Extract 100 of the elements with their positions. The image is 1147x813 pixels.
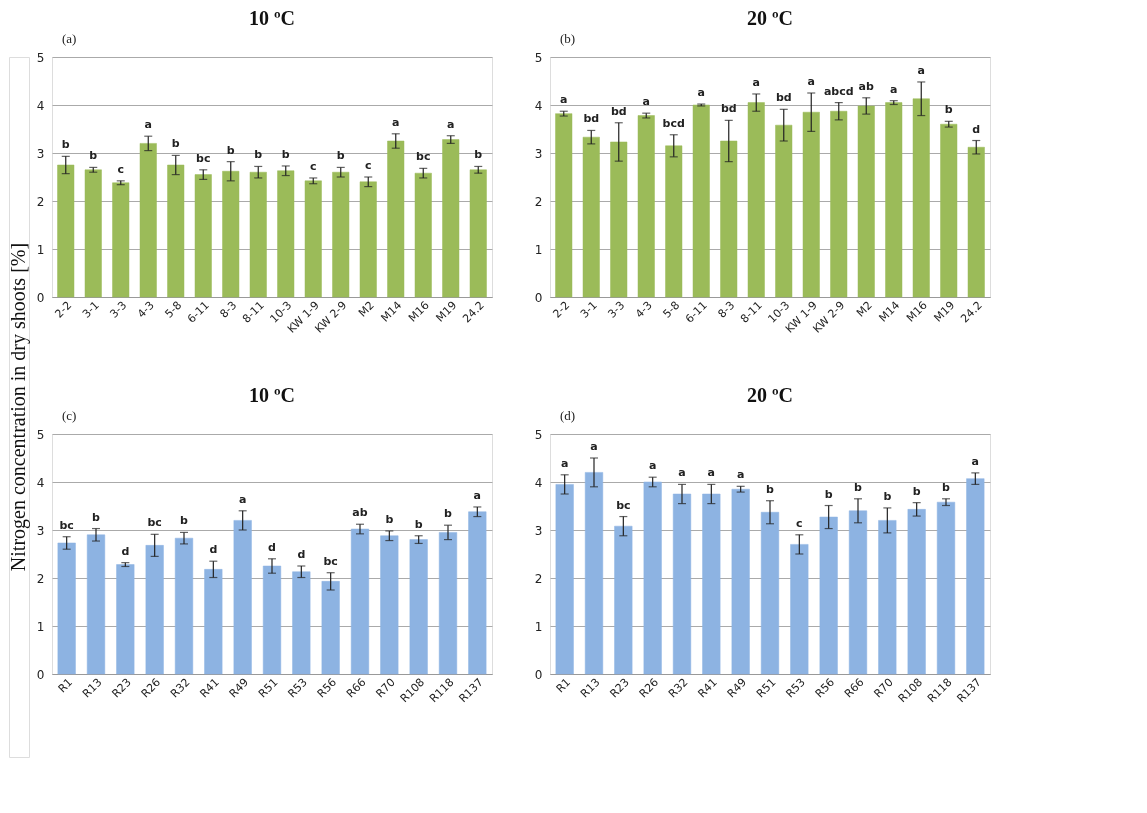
bar: [614, 525, 633, 675]
annotation: b: [385, 512, 394, 526]
annotation: c: [117, 162, 125, 176]
y-tick-label: 5: [36, 427, 45, 442]
annotation: b: [942, 480, 951, 494]
bar: [332, 171, 350, 298]
annotation: a: [392, 115, 400, 129]
bar: [878, 520, 897, 675]
y-tick-label: 3: [534, 146, 543, 161]
annotation: c: [309, 159, 317, 173]
x-tick-label: 3-3: [107, 298, 130, 321]
annotation: ab: [858, 79, 875, 93]
bar: [116, 564, 135, 675]
bar: [912, 98, 930, 298]
x-tick-label: R1: [55, 675, 76, 696]
annotation: bd: [720, 102, 737, 116]
bar: [174, 537, 194, 675]
bar: [760, 511, 780, 675]
bar: [438, 532, 458, 675]
y-tick-label: 2: [534, 571, 543, 586]
annotation: a: [890, 82, 898, 96]
annotation: a: [807, 75, 815, 88]
bar: [194, 174, 212, 298]
bar: [966, 478, 985, 675]
annotation: bc: [616, 498, 631, 512]
bar: [790, 544, 809, 675]
bar: [414, 172, 432, 298]
annotation: a: [678, 466, 686, 480]
text: (d): [560, 408, 576, 423]
x-tick-label: 8-3: [715, 298, 738, 321]
bar: [665, 145, 683, 298]
bar: [967, 146, 985, 298]
y-tick-label: 1: [534, 242, 543, 257]
annotation: bc: [59, 518, 74, 532]
bar: [86, 534, 106, 675]
annotation: a: [447, 117, 455, 131]
bar: [204, 569, 223, 675]
annotation: b: [89, 149, 98, 163]
annotation: a: [707, 466, 716, 480]
annotation: b: [254, 148, 263, 162]
y-tick-label: 1: [36, 242, 45, 257]
text: (c): [62, 408, 77, 423]
bar: [292, 571, 311, 675]
annotation: b: [766, 482, 775, 496]
annotation: bd: [775, 91, 792, 105]
annotation: d: [268, 540, 276, 554]
annotation: a: [648, 459, 657, 473]
annotation: d: [121, 544, 130, 558]
y-tick-label: 3: [534, 523, 543, 538]
x-tick-label: M2: [853, 298, 875, 320]
x-tick-label: 3-1: [577, 298, 600, 321]
bar: [584, 472, 604, 675]
annotation: bc: [323, 554, 338, 568]
annotation: bd: [610, 104, 627, 118]
annotation: a: [473, 488, 482, 502]
bar: [145, 545, 164, 675]
annotation: b: [944, 103, 953, 117]
bar: [643, 481, 662, 675]
bar: [139, 143, 157, 298]
annotation: b: [92, 510, 101, 524]
bar: [167, 164, 185, 298]
annotation: a: [238, 492, 247, 506]
text: (b): [560, 31, 576, 46]
bar: [720, 140, 738, 298]
bar: [582, 136, 600, 298]
y-tick-label: 4: [534, 475, 543, 490]
bar: [731, 488, 750, 675]
y-tick-label: 1: [534, 619, 543, 634]
bar: [57, 164, 75, 298]
bar: [775, 124, 793, 298]
bar: [112, 182, 130, 298]
bar: [350, 528, 370, 675]
annotation: c: [796, 516, 803, 530]
x-tick-label: 5-8: [660, 298, 683, 321]
y-tick-label: 2: [534, 194, 543, 209]
annotation: b: [474, 148, 483, 162]
annotation: b: [281, 147, 290, 161]
y-tick-label: 0: [534, 667, 543, 682]
y-tick-label: 2: [36, 194, 45, 209]
bar: [885, 102, 903, 298]
bar: [262, 565, 282, 675]
chart-title: 10 ºC: [248, 7, 296, 29]
bar: [409, 539, 428, 675]
bar: [702, 493, 721, 675]
annotation: b: [61, 138, 70, 152]
bar: [359, 181, 377, 298]
annotation: bc: [196, 151, 211, 165]
annotation: a: [752, 75, 760, 89]
annotation: d: [209, 543, 218, 557]
annotation: c: [364, 159, 372, 172]
y-tick-label: 4: [36, 475, 45, 490]
bar: [802, 111, 820, 298]
y-tick-label: 5: [36, 50, 45, 65]
annotation: a: [560, 93, 568, 107]
bar: [57, 542, 76, 675]
bar: [387, 140, 405, 298]
annotation: a: [590, 440, 598, 453]
chart-title: 20 ºC: [746, 384, 794, 406]
chart-title: 20 ºC: [746, 7, 794, 29]
annotation: a: [144, 118, 152, 132]
